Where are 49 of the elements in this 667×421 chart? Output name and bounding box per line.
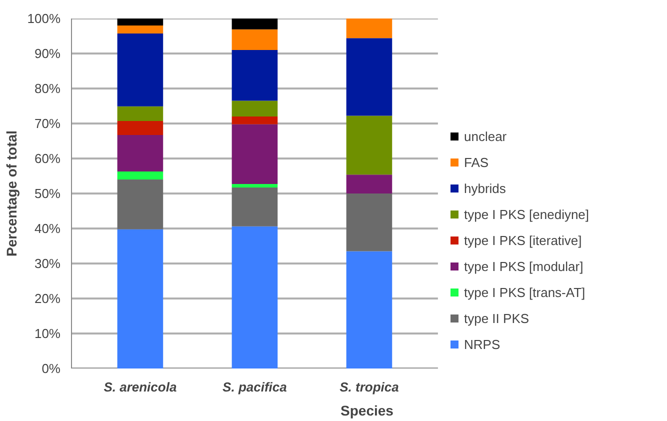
y-tick-label: 20% bbox=[34, 291, 61, 306]
y-tick-label: 90% bbox=[34, 46, 61, 61]
y-tick-label: 30% bbox=[34, 256, 61, 271]
bar bbox=[117, 171, 164, 180]
bar bbox=[232, 226, 278, 368]
bar bbox=[232, 184, 278, 188]
bar bbox=[232, 100, 278, 116]
legend-label: hybrids bbox=[464, 180, 506, 197]
bar bbox=[346, 194, 392, 252]
bar bbox=[117, 180, 164, 230]
bar bbox=[117, 26, 164, 34]
bar bbox=[346, 38, 392, 116]
y-tick-label: 80% bbox=[34, 81, 61, 96]
bar bbox=[117, 18, 164, 26]
bar bbox=[346, 18, 392, 38]
legend-label: type II PKS bbox=[464, 310, 530, 327]
bar bbox=[232, 29, 278, 50]
bar bbox=[117, 135, 164, 172]
bar bbox=[232, 188, 278, 226]
bar bbox=[232, 116, 278, 124]
bar bbox=[346, 116, 392, 175]
bar bbox=[346, 174, 392, 194]
y-tick-label: 100% bbox=[27, 11, 61, 26]
y-tick-label: 10% bbox=[34, 326, 61, 341]
y-tick-label: 60% bbox=[34, 151, 61, 166]
bar bbox=[232, 18, 278, 30]
y-tick-label: 70% bbox=[34, 116, 61, 131]
bar bbox=[232, 124, 278, 184]
legend-label: NRPS bbox=[464, 336, 500, 353]
x-axis-title: Species bbox=[340, 402, 394, 418]
bar bbox=[117, 34, 164, 106]
legend-label: unclear bbox=[464, 128, 507, 145]
legend-label: type I PKS [modular] bbox=[464, 258, 584, 275]
legend-label: FAS bbox=[464, 154, 489, 171]
y-tick-label: 50% bbox=[34, 186, 61, 201]
x-tick-label: S. pacifica bbox=[222, 380, 287, 394]
y-tick-label: 0% bbox=[42, 361, 61, 376]
bar bbox=[117, 229, 164, 368]
legend-label: type I PKS [iterative] bbox=[464, 232, 582, 249]
legend-label: type I PKS [trans-AT] bbox=[464, 284, 586, 301]
x-tick-label: S. arenicola bbox=[104, 380, 177, 394]
bar bbox=[346, 251, 392, 368]
bar bbox=[232, 50, 278, 101]
bar bbox=[117, 106, 164, 122]
x-tick-label: S. tropica bbox=[340, 380, 399, 394]
y-tick-label: 40% bbox=[34, 221, 61, 236]
y-axis-title: Percentage of total bbox=[3, 130, 20, 257]
legend-label: type I PKS [enediyne] bbox=[464, 206, 590, 223]
bar bbox=[117, 121, 164, 136]
